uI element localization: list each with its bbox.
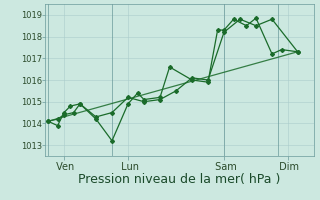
X-axis label: Pression niveau de la mer( hPa ): Pression niveau de la mer( hPa ) bbox=[78, 173, 280, 186]
